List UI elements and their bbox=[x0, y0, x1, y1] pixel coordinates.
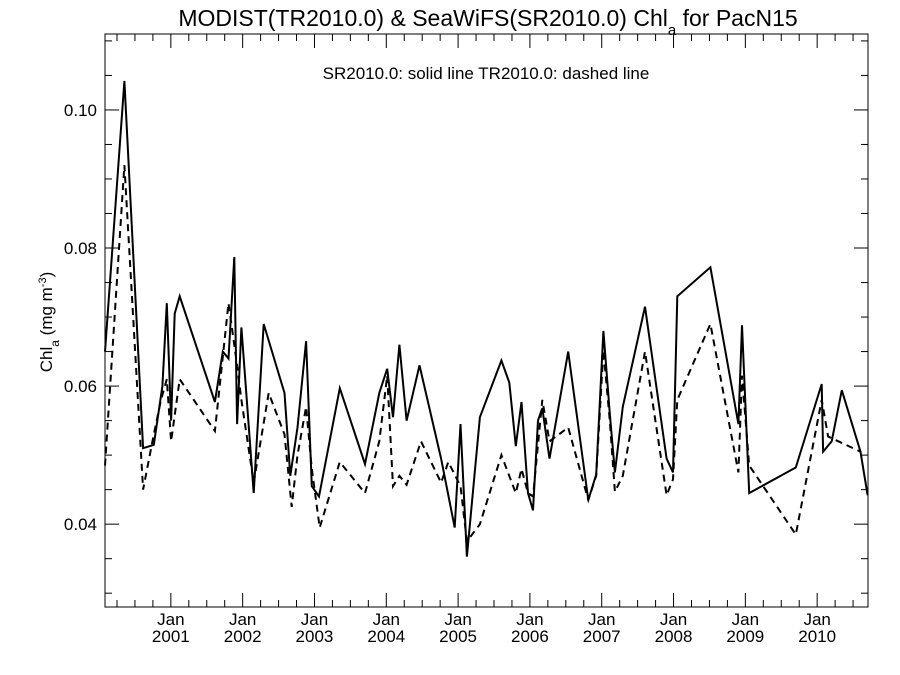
x-tick-label-month: Jan bbox=[516, 610, 543, 629]
y-axis-ticks: 0.04 0.06 0.08 0.10 bbox=[64, 40, 868, 594]
series-line-sr2010-solid bbox=[104, 80, 869, 557]
y-tick-label: 0.10 bbox=[64, 101, 97, 120]
x-tick-label-year: 2010 bbox=[798, 627, 836, 646]
series-line-tr2010-dashed bbox=[104, 165, 861, 544]
line-style-annotation: SR2010.0: solid line TR2010.0: dashed li… bbox=[323, 64, 650, 83]
x-tick-label-month: Jan bbox=[732, 610, 759, 629]
x-tick-label-year: 2005 bbox=[439, 627, 477, 646]
x-tick-label-year: 2009 bbox=[726, 627, 764, 646]
x-tick-label-month: Jan bbox=[660, 610, 687, 629]
x-tick-label-year: 2007 bbox=[583, 627, 621, 646]
plot-frame bbox=[104, 33, 869, 608]
x-tick-label-month: Jan bbox=[373, 610, 400, 629]
y-tick-label: 0.04 bbox=[64, 515, 97, 534]
x-tick-label-month: Jan bbox=[588, 610, 615, 629]
x-tick-label-month: Jan bbox=[157, 610, 184, 629]
y-tick-label: 0.08 bbox=[64, 239, 97, 258]
chart-title: MODIST(TR2010.0) & SeaWiFS(SR2010.0) Chl… bbox=[178, 5, 797, 39]
x-tick-label-month: Jan bbox=[444, 610, 471, 629]
x-tick-label-year: 2006 bbox=[511, 627, 549, 646]
series-lines bbox=[104, 80, 869, 557]
x-tick-label-month: Jan bbox=[301, 610, 328, 629]
x-tick-label-year: 2002 bbox=[224, 627, 262, 646]
x-axis-ticks: Jan2001Jan2002Jan2003Jan2004Jan2005Jan20… bbox=[116, 34, 854, 646]
x-tick-label-year: 2003 bbox=[296, 627, 334, 646]
x-tick-label-year: 2008 bbox=[655, 627, 693, 646]
x-tick-label-year: 2001 bbox=[152, 627, 190, 646]
y-axis-label: Chla (mg m-3) bbox=[37, 272, 62, 373]
y-tick-label: 0.06 bbox=[64, 377, 97, 396]
x-tick-label-month: Jan bbox=[803, 610, 830, 629]
x-tick-label-year: 2004 bbox=[367, 627, 405, 646]
x-tick-label-month: Jan bbox=[229, 610, 256, 629]
